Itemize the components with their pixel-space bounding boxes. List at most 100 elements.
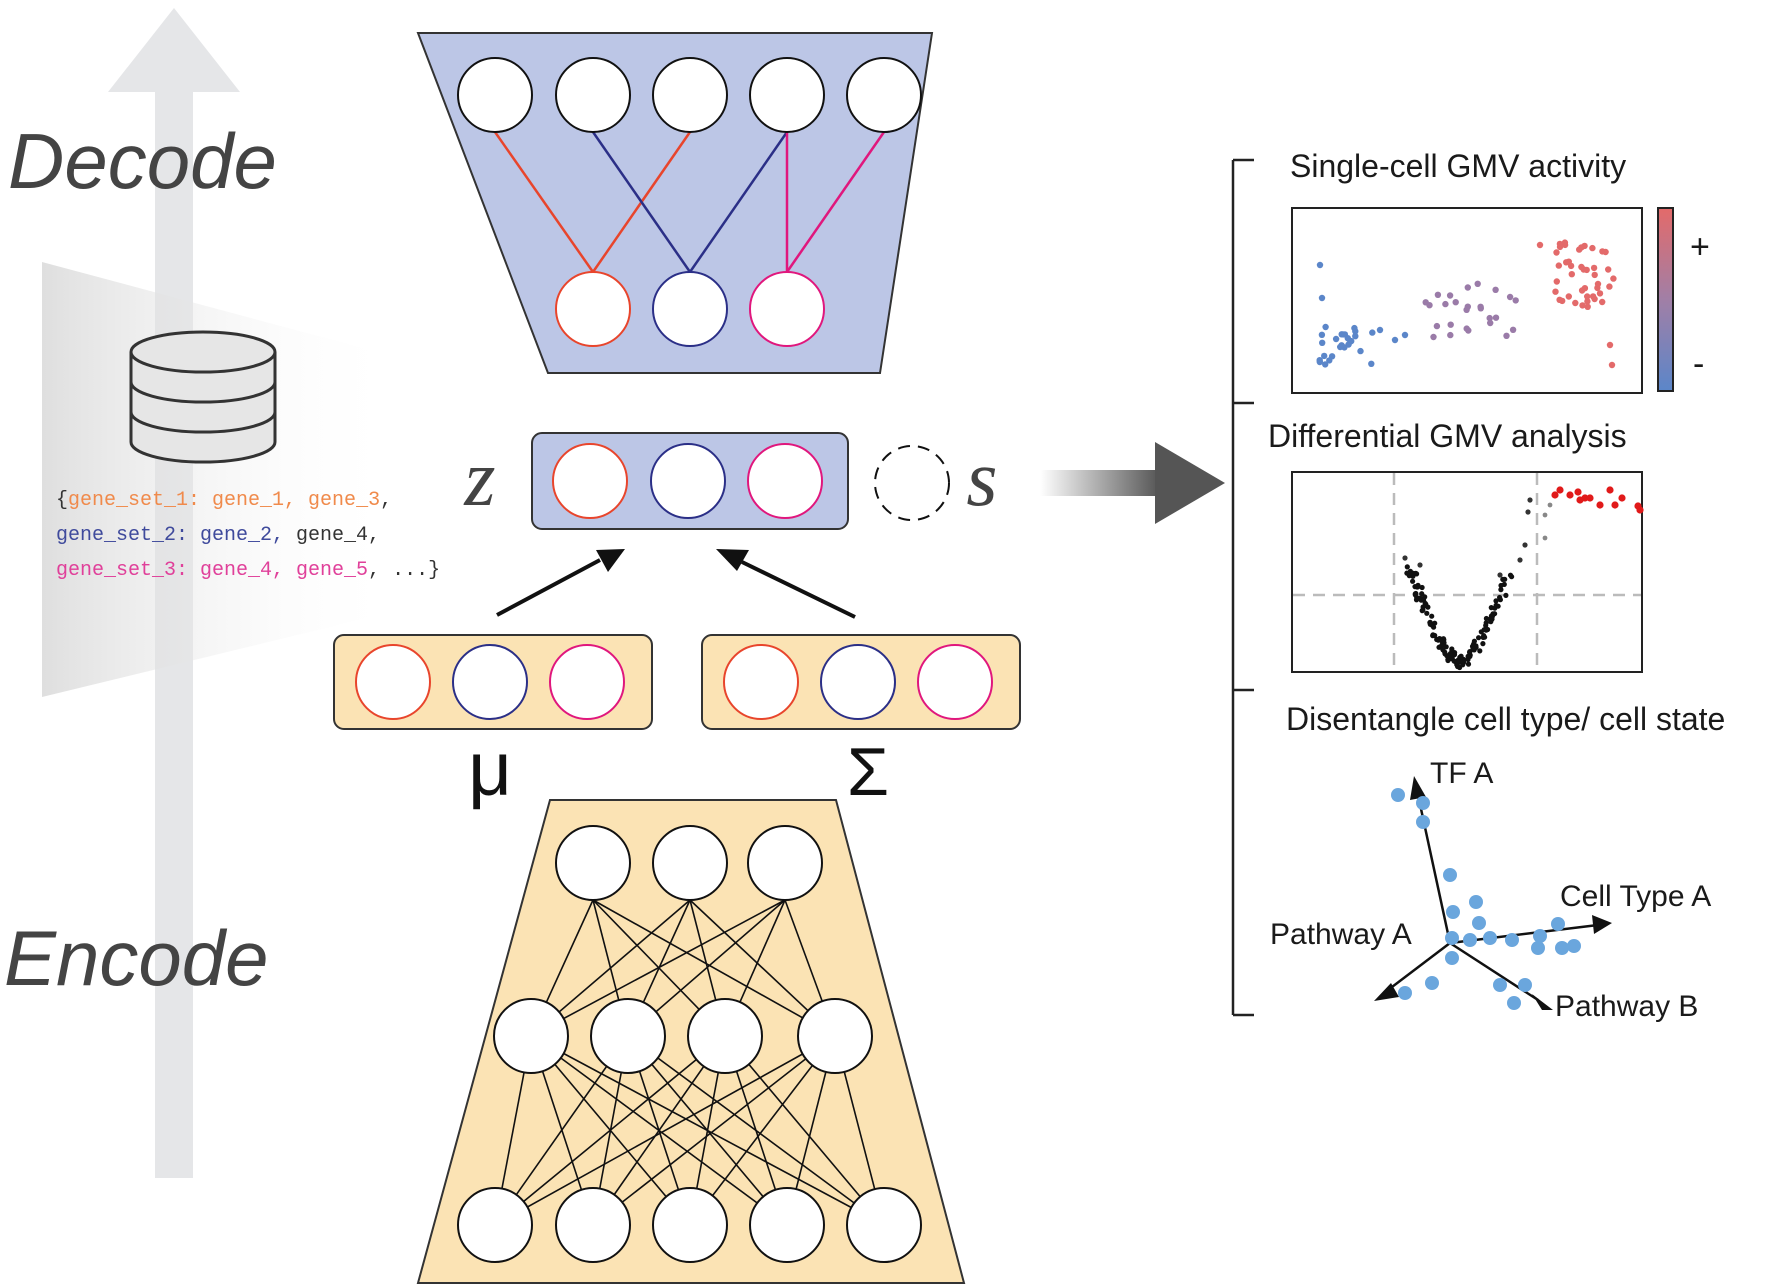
volcano-point (1498, 582, 1504, 589)
volcano-point (1458, 653, 1464, 659)
activity-point (1430, 333, 1437, 341)
activity-point (1352, 328, 1359, 335)
activity-point (1509, 326, 1517, 333)
activity-point (1512, 297, 1519, 304)
sampling-arrows (496, 549, 856, 619)
cell-point (1555, 941, 1569, 955)
volcano-point (1498, 587, 1504, 593)
cell-point (1493, 978, 1507, 992)
volcano-point (1414, 571, 1420, 577)
panel1-plot-frame (1291, 207, 1643, 394)
activity-point (1337, 343, 1344, 351)
volcano-point (1437, 636, 1443, 642)
volcano-point (1542, 512, 1548, 518)
volcano-point (1410, 578, 1416, 584)
activity-point (1322, 323, 1329, 331)
significant-point (1566, 491, 1574, 499)
volcano-point (1465, 661, 1472, 667)
activity-point (1563, 259, 1570, 266)
cell-point (1469, 895, 1483, 909)
colorbar-plus: + (1690, 228, 1710, 266)
cell-point (1463, 933, 1477, 947)
cell-point (1483, 931, 1497, 945)
cell-point (1445, 931, 1459, 945)
panel3-title: Disentangle cell type/ cell state (1286, 701, 1725, 737)
volcano-point (1431, 624, 1437, 630)
volcano-point (1509, 574, 1515, 580)
panel1-scatter (1316, 239, 1617, 369)
cell-point (1472, 916, 1486, 930)
panel3-arrowheads (1374, 776, 1612, 1010)
activity-point (1348, 337, 1355, 345)
volcano-point (1471, 638, 1477, 644)
activity-point (1503, 332, 1510, 339)
volcano-point (1413, 597, 1420, 603)
significant-point (1574, 488, 1582, 496)
sigma-nodes (723, 644, 993, 720)
results-bracket (1231, 158, 1254, 1017)
colorbar-minus: - (1693, 345, 1704, 383)
activity-point (1578, 263, 1585, 271)
latent-s-label: s (966, 435, 997, 523)
activity-point (1487, 319, 1494, 327)
volcano-point (1481, 627, 1487, 633)
cell-point (1533, 929, 1547, 943)
volcano-point (1445, 657, 1451, 664)
volcano-point (1447, 651, 1453, 657)
volcano-point (1483, 620, 1489, 626)
activity-point (1596, 290, 1604, 297)
volcano-point (1460, 658, 1466, 664)
activity-point (1492, 286, 1499, 293)
encode-label: Encode (4, 914, 269, 1002)
volcano-point (1497, 572, 1503, 578)
activity-point (1572, 299, 1579, 307)
activity-point (1555, 262, 1563, 269)
activity-point (1391, 336, 1399, 344)
volcano-point (1480, 641, 1486, 647)
activity-point (1567, 262, 1575, 270)
activity-point (1553, 278, 1561, 285)
cell-point (1551, 917, 1565, 931)
volcano-point (1455, 663, 1461, 670)
activity-point (1442, 300, 1449, 308)
activity-point (1578, 244, 1585, 251)
decoder-gmv-nodes (555, 271, 825, 347)
activity-point (1340, 331, 1347, 338)
volcano-point (1547, 502, 1553, 508)
activity-point (1357, 347, 1364, 355)
activity-point (1316, 261, 1324, 269)
activity-point (1584, 298, 1591, 305)
volcano-point (1542, 535, 1548, 541)
volcano-point (1503, 592, 1509, 599)
activity-point (1591, 271, 1598, 279)
volcano-point (1517, 557, 1523, 563)
activity-point (1589, 244, 1596, 252)
cell-point (1391, 788, 1405, 802)
latent-s-node (874, 445, 950, 521)
database-icon (129, 330, 277, 464)
activity-point (1506, 293, 1514, 301)
sigma-label: Σ (847, 734, 889, 810)
activity-point (1316, 358, 1324, 366)
volcano-point (1417, 562, 1423, 568)
panel3-cells (1391, 788, 1581, 1010)
activity-point (1608, 361, 1616, 369)
activity-point (1584, 293, 1591, 300)
activity-point (1579, 302, 1586, 309)
volcano-point (1405, 570, 1412, 577)
activity-point (1447, 321, 1454, 328)
activity-point (1561, 239, 1569, 246)
volcano-point (1424, 610, 1430, 616)
cell-point (1518, 978, 1532, 992)
significant-point (1618, 494, 1626, 502)
cell-point (1446, 905, 1460, 919)
activity-point (1605, 266, 1612, 273)
significant-point (1636, 506, 1644, 514)
activity-point (1318, 294, 1326, 302)
volcano-point (1465, 653, 1471, 660)
axis-pathway-b-label: Pathway B (1555, 990, 1698, 1023)
activity-point (1376, 326, 1384, 334)
volcano-point (1481, 633, 1487, 639)
activity-point (1589, 293, 1597, 300)
